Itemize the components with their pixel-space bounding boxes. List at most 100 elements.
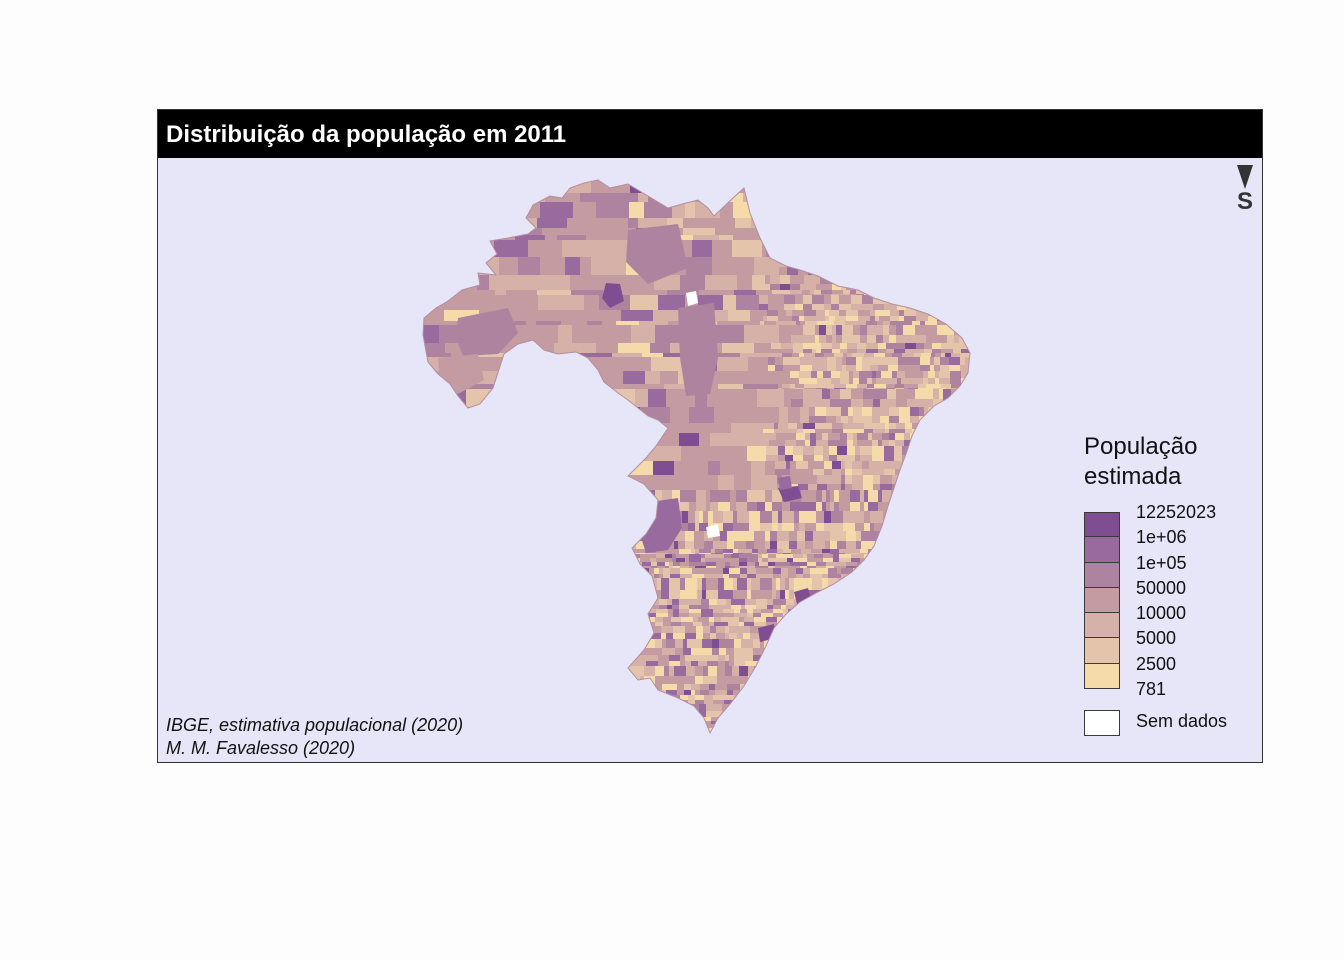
municipality-cell (628, 666, 641, 677)
municipality-cell (699, 523, 704, 536)
municipality-cell (783, 211, 790, 221)
municipality-cell (852, 469, 863, 478)
municipality-cell (479, 743, 485, 748)
municipality-cell (725, 666, 733, 677)
municipality-cell (822, 617, 835, 623)
municipality-cell (856, 541, 862, 552)
municipality-cell (743, 549, 753, 554)
municipality-cell (612, 353, 643, 358)
municipality-cell (945, 461, 952, 470)
municipality-cell (479, 446, 508, 462)
municipality-cell (490, 617, 495, 623)
municipality-cell (930, 182, 941, 189)
municipality-cell (608, 490, 617, 503)
municipality-cell (636, 599, 646, 606)
municipality-cell (920, 239, 932, 244)
municipality-cell (962, 684, 970, 691)
municipality-cell (723, 574, 730, 581)
municipality-cell (908, 193, 921, 199)
municipality-cell (568, 228, 602, 236)
municipality-cell (933, 440, 943, 448)
municipality-cell (804, 275, 817, 285)
municipality-cell (702, 617, 710, 623)
municipality-cell (935, 378, 940, 386)
municipality-cell (892, 553, 899, 558)
municipality-cell (820, 267, 828, 278)
municipality-cell (562, 531, 569, 542)
municipality-cell (829, 316, 836, 323)
municipality-cell (779, 407, 789, 417)
municipality-cell (629, 613, 634, 618)
municipality-cell (816, 490, 823, 503)
municipality-cell (685, 655, 692, 662)
municipality-cell (674, 676, 687, 687)
municipality-cell (472, 724, 481, 729)
municipality-cell (739, 700, 744, 706)
municipality-cell (763, 724, 768, 729)
municipality-cell (457, 554, 467, 559)
municipality-cell (565, 490, 573, 503)
municipality-cell (966, 257, 970, 268)
municipality-cell (716, 626, 726, 634)
municipality-cell (943, 695, 954, 701)
municipality-cell (609, 541, 619, 552)
municipality-cell (910, 568, 917, 575)
municipality-cell (495, 566, 505, 571)
municipality-cell (884, 613, 896, 618)
municipality-cell (572, 490, 580, 503)
municipality-cell (562, 746, 571, 756)
municipality-cell (791, 235, 797, 240)
municipality-cell (569, 605, 574, 612)
municipality-cell (882, 239, 890, 244)
municipality-cell (946, 384, 952, 389)
municipality-cell (665, 704, 675, 712)
municipality-cell (597, 558, 607, 563)
municipality-cell (810, 440, 817, 448)
municipality-cell (574, 554, 587, 559)
municipality-cell (505, 633, 514, 641)
municipality-cell (781, 666, 787, 677)
municipality-cell (555, 734, 560, 741)
municipality-cell (723, 295, 737, 311)
municipality-cell (540, 717, 550, 722)
municipality-cell (423, 523, 424, 536)
municipality-cell (449, 704, 458, 712)
municipality-cell (786, 599, 795, 606)
municipality-cell (943, 666, 953, 677)
municipality-cell (800, 357, 813, 366)
municipality-cell (747, 558, 759, 563)
municipality-cell (513, 717, 522, 722)
municipality-cell (718, 655, 726, 662)
municipality-cell (511, 562, 516, 567)
municipality-cell (805, 648, 811, 658)
municipality-cell (515, 553, 522, 558)
municipality-cell (922, 267, 932, 278)
municipality-cell (670, 755, 683, 762)
municipality-cell (865, 574, 875, 581)
municipality-cell (592, 661, 600, 668)
municipality-cell (617, 553, 625, 558)
municipality-cell (510, 502, 516, 515)
municipality-cell (956, 433, 961, 441)
municipality-cell (944, 455, 956, 465)
municipality-cell (504, 558, 513, 563)
municipality-cell (788, 568, 797, 575)
municipality-cell (629, 721, 635, 726)
municipality-cell (791, 182, 796, 189)
municipality-cell (971, 655, 982, 662)
municipality-cell (482, 684, 493, 691)
municipality-cell (866, 267, 876, 278)
municipality-cell (511, 711, 524, 719)
municipality-cell (851, 180, 859, 183)
municipality-cell (817, 690, 823, 697)
municipality-cell (423, 639, 431, 649)
municipality-cell (945, 295, 957, 305)
municipality-cell (838, 578, 845, 591)
municipality-cell (521, 717, 530, 722)
municipality-cell (831, 198, 838, 204)
municipality-cell (775, 676, 782, 687)
municipality-cell (880, 407, 890, 417)
municipality-cell (796, 626, 807, 634)
municipality-cell (949, 484, 961, 494)
municipality-cell (555, 613, 562, 618)
